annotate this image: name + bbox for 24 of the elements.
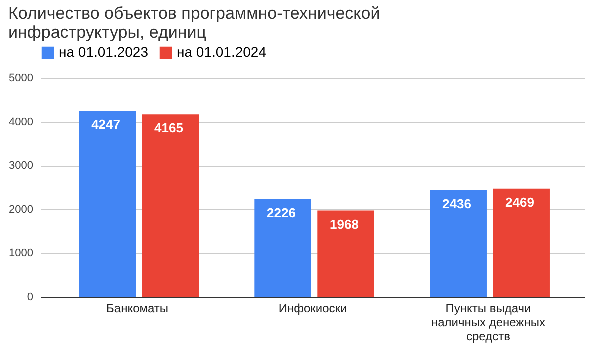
data-label: 1968 — [330, 216, 359, 232]
y-tick-label: 2000 — [9, 204, 34, 216]
legend-label: на 01.01.2023 — [59, 44, 149, 60]
x-tick-label: Пункты выдачи наличных денежных средств — [432, 302, 546, 344]
y-tick-label: 3000 — [9, 160, 34, 172]
data-label: 2436 — [442, 196, 472, 212]
bar — [493, 188, 550, 297]
bar — [430, 190, 487, 297]
y-tick-label: 5000 — [9, 72, 34, 84]
data-label: 4165 — [154, 120, 184, 136]
data-label: 2469 — [506, 194, 534, 210]
data-label: 4247 — [92, 116, 120, 132]
data-label: 2226 — [267, 206, 296, 220]
x-tick-label: Инфокиоски — [278, 302, 348, 316]
bar — [318, 210, 374, 297]
y-tick-label: 4000 — [9, 116, 34, 128]
legend-label: на 01.01.2024 — [177, 44, 267, 60]
y-tick-label: 0 — [27, 292, 34, 304]
x-tick-label: Банкоматы — [106, 302, 169, 316]
bar — [142, 114, 200, 297]
bar — [79, 110, 136, 297]
chart-title: Количество объектов программно-технической инфраструктуры, единиц — [8, 4, 380, 42]
y-tick-label: 1000 — [9, 248, 34, 260]
bar — [254, 200, 312, 297]
